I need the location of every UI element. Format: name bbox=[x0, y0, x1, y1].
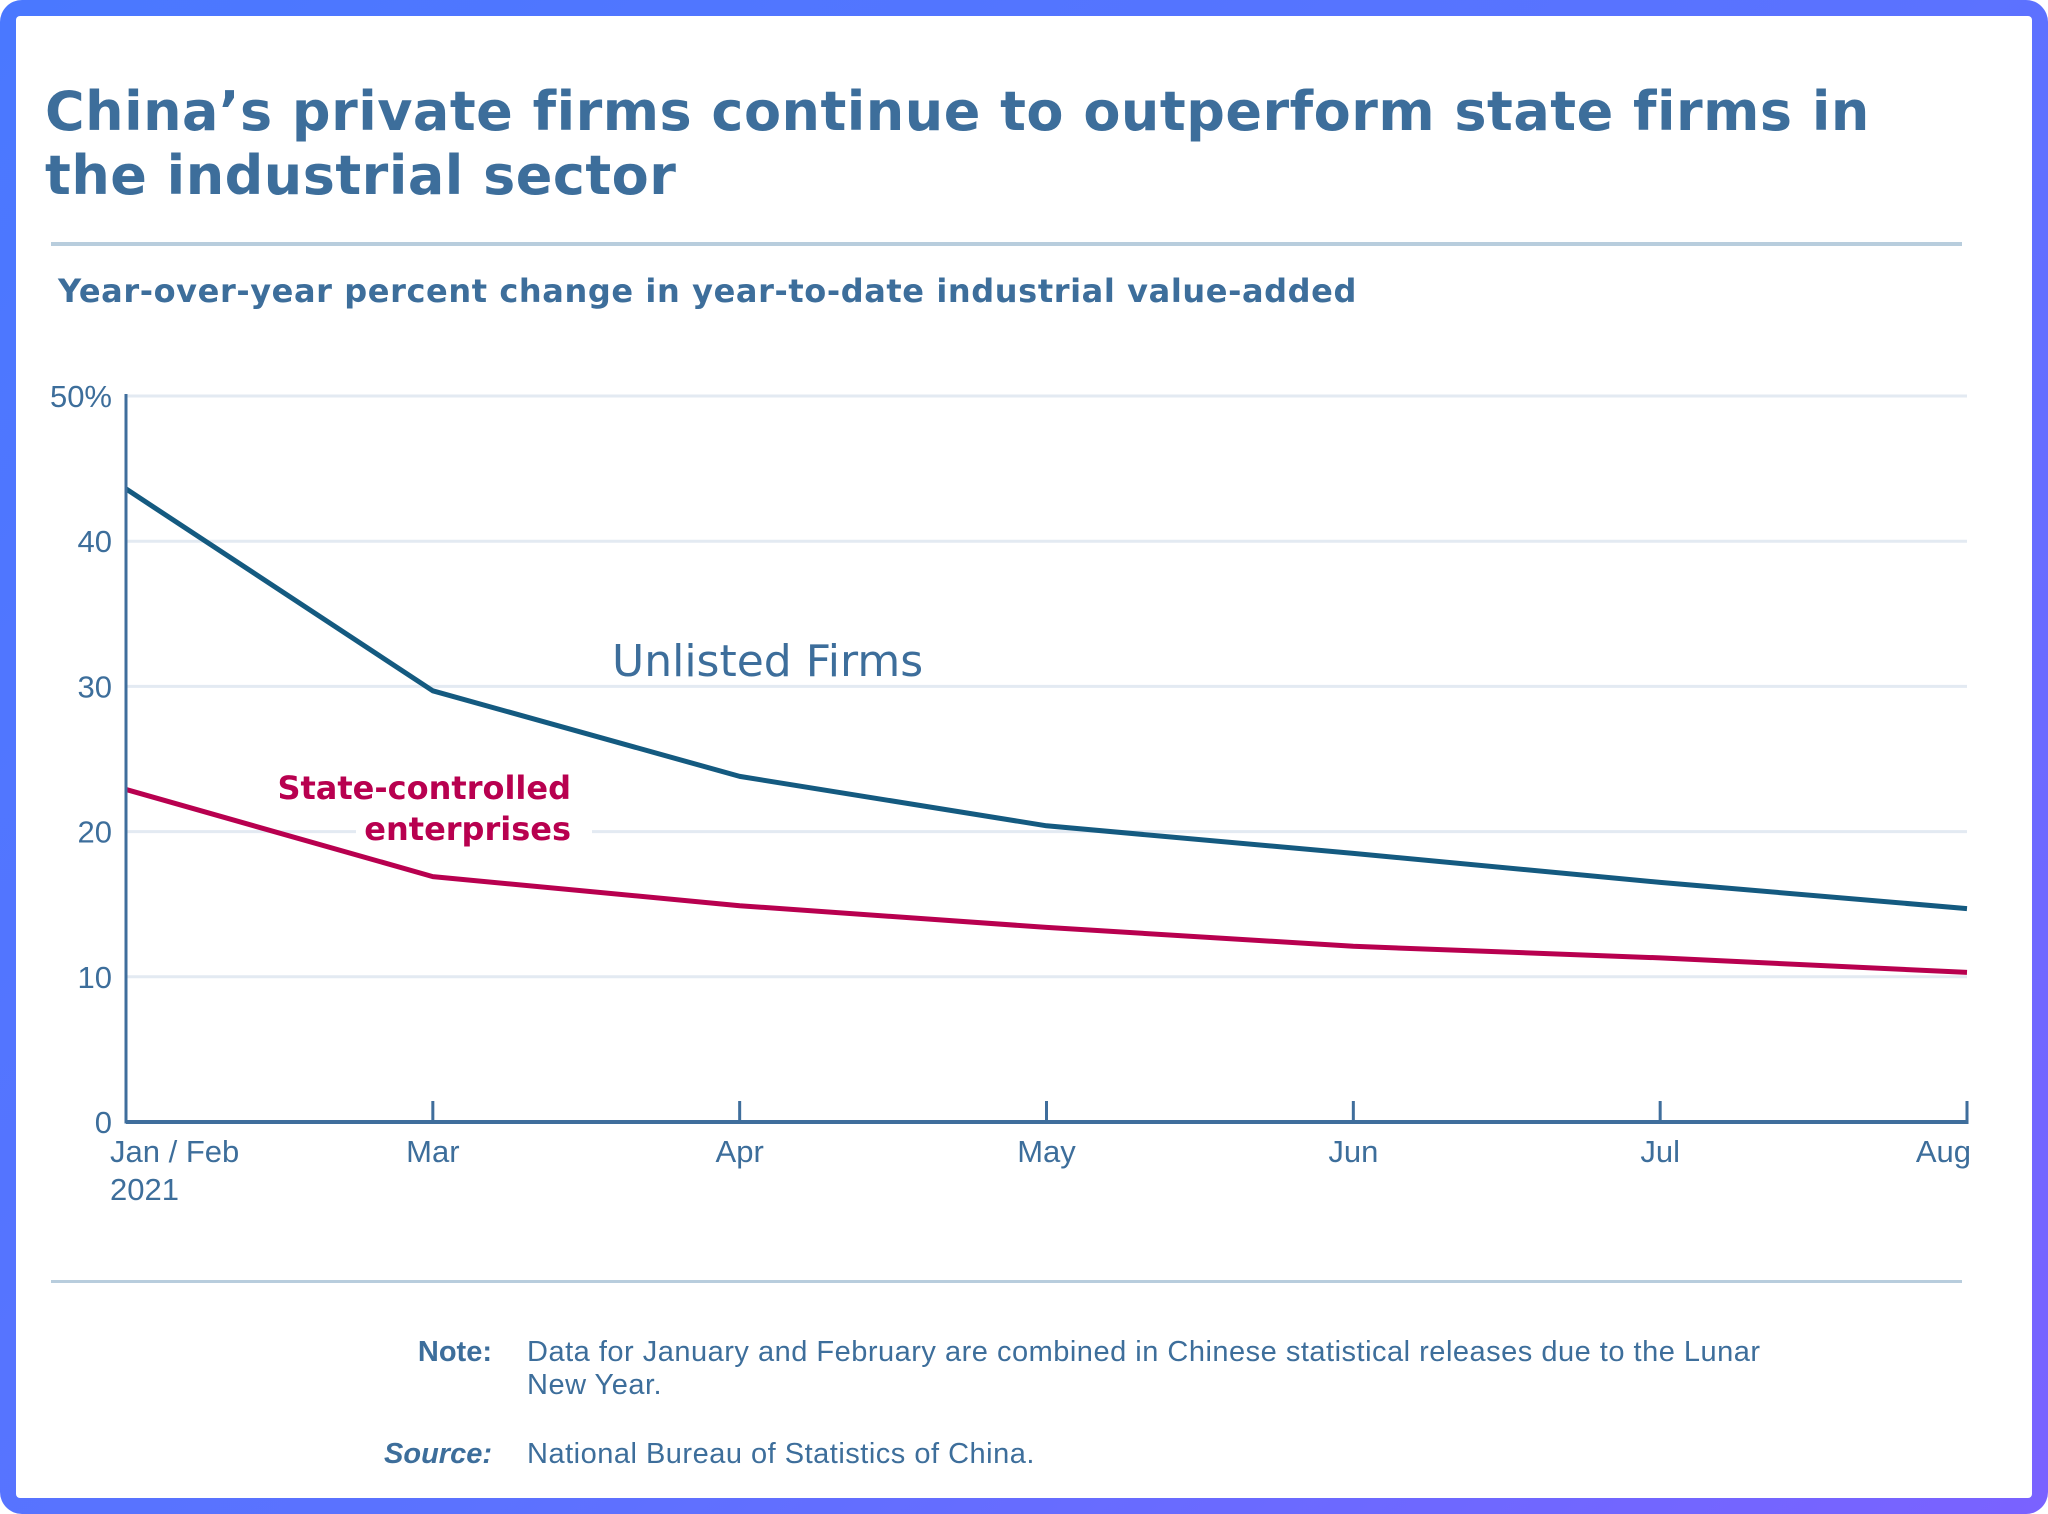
source-text: National Bureau of Statistics of China. bbox=[527, 1438, 1035, 1470]
series-label-state-controlled-line1: State-controlled bbox=[277, 769, 571, 807]
x-tick-label: Mar bbox=[406, 1134, 459, 1169]
footer-divider bbox=[51, 1280, 1962, 1283]
chart-title: China’s private firms continue to outper… bbox=[45, 80, 1870, 207]
y-tick-label: 30 bbox=[78, 669, 112, 704]
x-tick-label: Jan / Feb bbox=[110, 1134, 239, 1169]
axes bbox=[124, 394, 1969, 1124]
chart-card bbox=[16, 16, 2032, 1498]
x-tick-label: Jul bbox=[1640, 1134, 1680, 1169]
gridlines bbox=[126, 394, 1967, 979]
series-label-unlisted-firms: Unlisted Firms bbox=[612, 636, 923, 687]
source-label: Source: bbox=[384, 1438, 492, 1470]
x-tick-label-year: 2021 bbox=[110, 1172, 179, 1207]
y-tick-label: 0 bbox=[95, 1105, 112, 1140]
x-tick-label: Apr bbox=[716, 1134, 764, 1169]
y-tick-labels: 0 10 20 30 40 50% bbox=[50, 379, 112, 1140]
series-label-state-controlled-line2: enterprises bbox=[364, 810, 571, 848]
series-labels: Unlisted Firms State-controlledenterprise… bbox=[277, 636, 923, 848]
y-tick-label: 10 bbox=[78, 960, 112, 995]
header-divider bbox=[51, 242, 1962, 246]
note-label: Note: bbox=[417, 1336, 492, 1368]
y-tick-label: 20 bbox=[78, 815, 112, 850]
note-text-line2: New Year. bbox=[527, 1369, 663, 1401]
chart-subtitle: Year-over-year percent change in year-to… bbox=[58, 272, 1357, 310]
x-tick-label: Aug bbox=[1916, 1134, 1971, 1169]
x-tick-label: Jun bbox=[1328, 1134, 1378, 1169]
series-lines bbox=[124, 486, 1968, 975]
y-tick-label: 50% bbox=[50, 379, 112, 414]
y-tick-label: 40 bbox=[78, 524, 112, 559]
note-text: Data for January and February are combin… bbox=[527, 1336, 1927, 1402]
note-text-line1: Data for January and February are combin… bbox=[527, 1336, 1761, 1368]
x-tick-label: May bbox=[1017, 1134, 1076, 1169]
label-mask bbox=[356, 768, 592, 846]
